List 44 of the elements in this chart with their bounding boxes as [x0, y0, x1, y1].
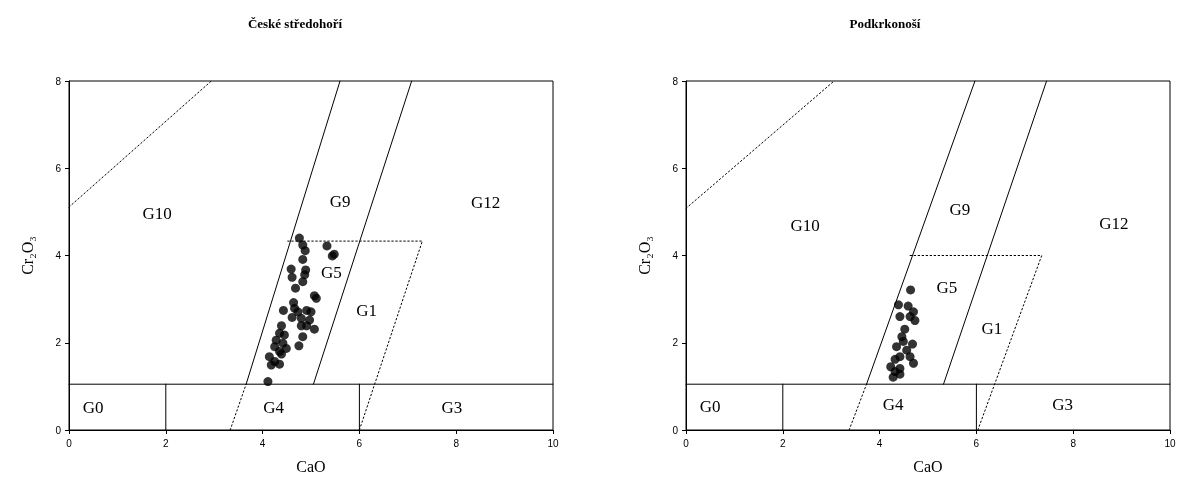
x-tick-label: 10: [1164, 437, 1176, 449]
x-tick-label: 0: [683, 437, 690, 449]
x-axis-title: CaO: [913, 457, 943, 475]
annotation: G1: [981, 318, 1003, 338]
y-axis-title: Cr₂O₃: [18, 236, 36, 275]
annotation: G4: [882, 394, 905, 414]
x-tick-label: 10: [547, 437, 559, 449]
y-axis-title: Cr₂O₃: [635, 236, 653, 275]
y-tick-label: 4: [672, 250, 679, 261]
annotation: G1: [356, 300, 378, 320]
annotation: G10: [142, 204, 172, 224]
x-tick-label: 4: [876, 437, 883, 449]
y-tick-label: 0: [55, 424, 62, 436]
x-tick-label: 8: [453, 437, 460, 449]
y-tick-label: 8: [55, 75, 62, 87]
x-tick-label: 6: [973, 437, 980, 449]
y-tick-label: 2: [55, 337, 62, 349]
x-axis-title: CaO: [296, 457, 326, 475]
annotation: G9: [329, 191, 351, 211]
x-tick-label: 6: [356, 437, 363, 449]
x-tick-label: 4: [259, 437, 266, 449]
x-tick-label: 0: [66, 437, 73, 449]
y-tick-label: 0: [672, 424, 679, 436]
annotation: G5: [320, 263, 342, 283]
y-tick-label: 8: [672, 75, 679, 87]
annotation: G3: [1052, 394, 1073, 414]
chart-title: České středohoří: [247, 16, 343, 31]
annotation: G12: [1099, 213, 1129, 233]
annotation: G4: [263, 397, 285, 417]
annotation: G0: [699, 397, 721, 417]
annotation: G5: [936, 277, 958, 297]
annotation: G12: [471, 193, 501, 213]
y-tick-label: 6: [672, 162, 679, 174]
y-tick-label: 2: [672, 337, 679, 349]
annotation: G3: [441, 397, 463, 417]
y-tick-label: 6: [55, 162, 62, 174]
annotation: G0: [82, 397, 104, 417]
x-tick-label: 2: [163, 437, 170, 449]
x-tick-label: 2: [780, 437, 787, 449]
annotation: G9: [949, 199, 971, 219]
annotation: G10: [790, 215, 820, 235]
chart-title: Podkrkonoší: [849, 16, 921, 31]
x-tick-label: 8: [1070, 437, 1077, 449]
y-tick-label: 4: [55, 250, 62, 261]
